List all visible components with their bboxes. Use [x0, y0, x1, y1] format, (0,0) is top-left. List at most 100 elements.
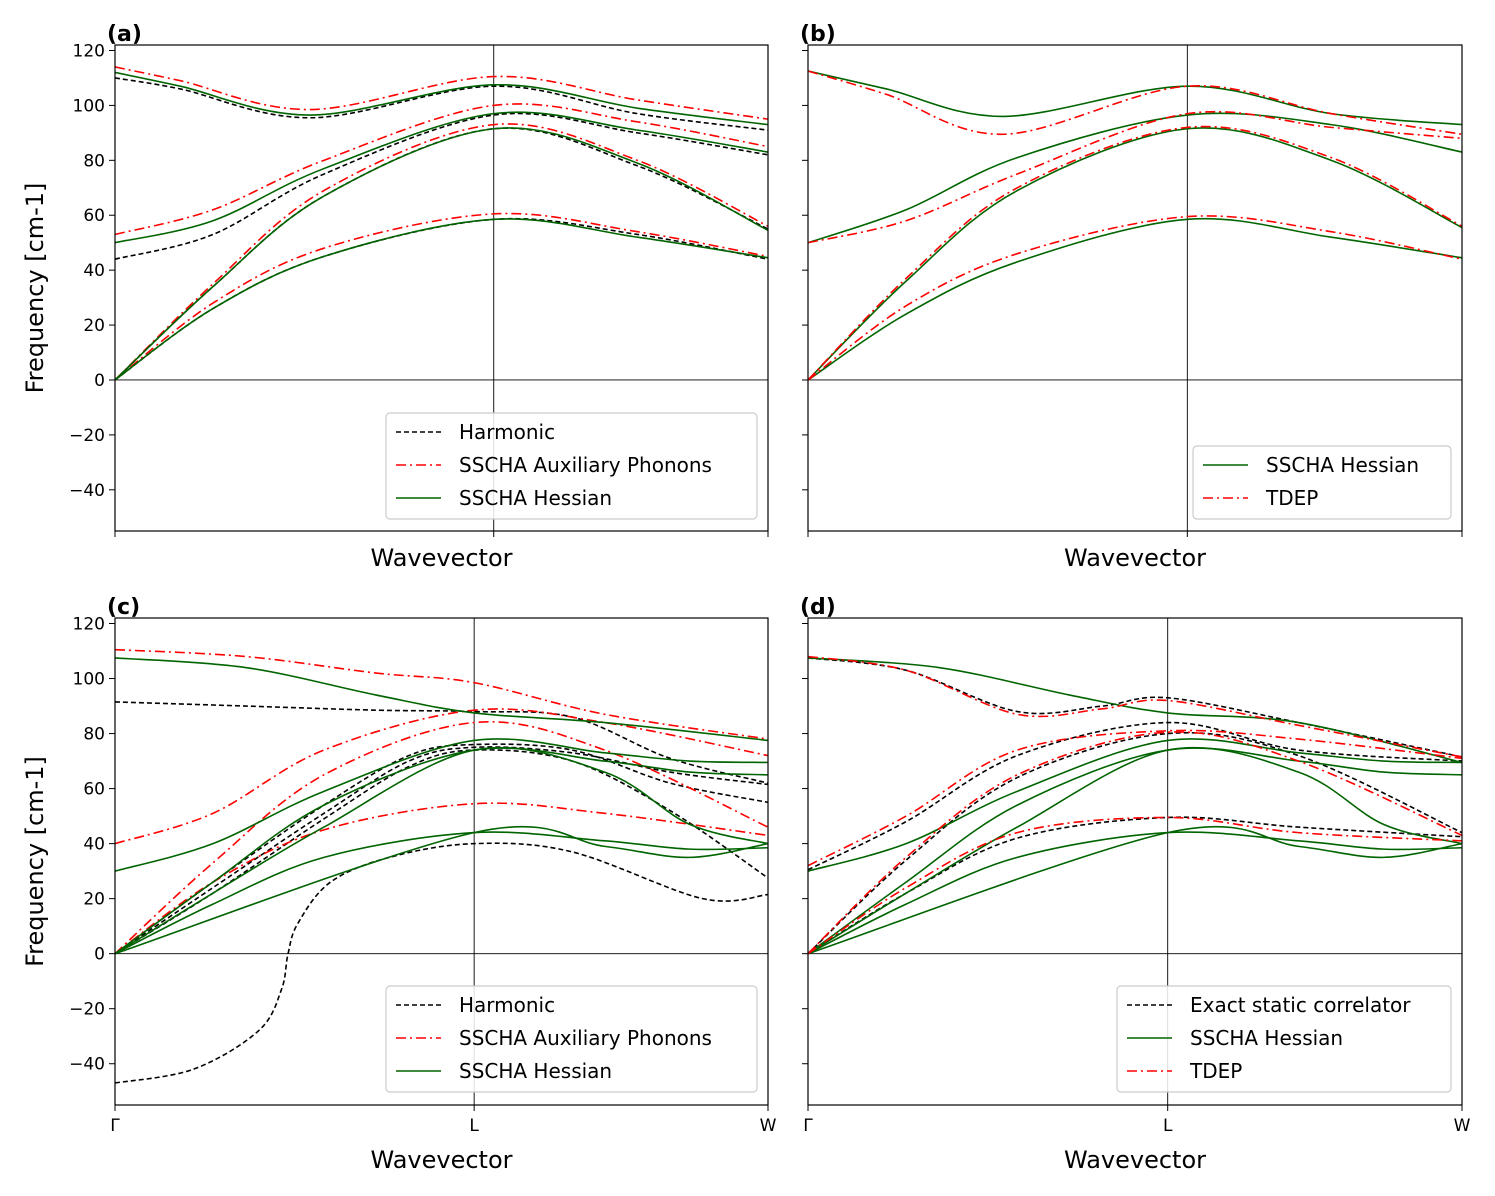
series-line-hessian-0 — [115, 831, 768, 955]
series-line-hessian-1 — [808, 747, 1462, 955]
y-tick-label: 0 — [94, 371, 105, 391]
series-line-aux-1 — [115, 123, 768, 381]
x-tick-label: L — [1163, 1116, 1173, 1136]
y-tick-label: −40 — [69, 481, 105, 501]
panel-label: (a) — [107, 22, 142, 47]
series-line-harmonic-2 — [115, 746, 768, 955]
y-tick-label: 100 — [73, 670, 105, 690]
x-axis-label: Wavevector — [1064, 1146, 1206, 1174]
series-line-hessian-2 — [808, 738, 1462, 872]
y-tick-label: 40 — [83, 835, 105, 855]
legend-box — [1192, 445, 1452, 520]
legend-label: Harmonic — [459, 420, 555, 444]
series-line-aux-0 — [115, 212, 768, 381]
legend: Harmonic SSCHA Auxiliary Phonons SSCHA Hes… — [385, 985, 758, 1093]
series-line-hessian-0 — [115, 218, 768, 381]
series-line-hessian-1 — [115, 747, 768, 955]
y-tick-label: 0 — [94, 945, 105, 965]
x-axis-label: Wavevector — [371, 544, 513, 572]
legend-label: SSCHA Hessian — [459, 1059, 612, 1083]
legend-label: TDEP — [1265, 486, 1318, 510]
series-line-hessian-4 — [115, 825, 768, 955]
y-tick-label: 100 — [73, 96, 105, 116]
panel-3: Γ L W Wavevector (d) Exact static correlator S… — [800, 595, 1471, 1174]
legend-box — [385, 412, 758, 520]
series-line-hessian-5 — [115, 657, 768, 742]
x-tick-label: W — [760, 1116, 777, 1136]
panel-label: (c) — [107, 595, 140, 620]
series-line-tdep-2 — [808, 729, 1462, 867]
y-tick-label: 40 — [83, 261, 105, 281]
legend-label: SSCHA Hessian — [1190, 1026, 1343, 1050]
panel-label: (b) — [800, 22, 836, 47]
series-line-aux-2 — [115, 708, 768, 845]
series-line-aux-2 — [115, 103, 768, 236]
series-line-tdep-0 — [808, 816, 1462, 955]
plot-frame — [114, 617, 769, 1106]
curves — [115, 66, 768, 381]
series-line-hessian-2 — [808, 112, 1462, 244]
y-tick-label: −20 — [69, 1000, 105, 1020]
x-tick-label: L — [469, 1116, 479, 1136]
legend-label: Harmonic — [459, 993, 555, 1017]
series-line-harmonic-0 — [808, 816, 1462, 955]
series-line-hessian-2 — [115, 111, 768, 244]
series-line-harmonic-3 — [808, 657, 1462, 758]
series-line-harmonic-1 — [115, 127, 768, 381]
series-line-harmonic-4 — [115, 701, 768, 784]
x-axis-label: Wavevector — [371, 1146, 513, 1174]
x-tick-label: W — [1454, 1116, 1471, 1136]
legend-label: SSCHA Hessian — [1266, 453, 1419, 477]
series-line-harmonic-0 — [115, 217, 768, 381]
series-line-tdep-1 — [808, 731, 1462, 955]
curves — [808, 70, 1462, 381]
legend-box — [385, 985, 758, 1093]
plot-frame — [807, 44, 1463, 532]
panel-label: (d) — [800, 595, 836, 620]
series-line-tdep-3 — [808, 655, 1462, 758]
y-axis-label: Frequency [cm-1] — [21, 756, 49, 967]
legend: Exact static correlator SSCHA Hessian TDEP — [1116, 985, 1452, 1093]
series-line-harmonic-0 — [115, 842, 768, 1084]
series-line-hessian-0 — [808, 217, 1462, 381]
series-line-tdep-0 — [808, 215, 1462, 381]
series-line-tdep-3 — [808, 70, 1462, 136]
series-line-tdep-2 — [808, 110, 1462, 244]
series-line-aux-0 — [115, 802, 768, 955]
series-line-harmonic-1 — [808, 731, 1462, 955]
series-line-hessian-3 — [808, 746, 1462, 955]
panel-1: Wavevector (b) SSCHA Hessian TDEP — [800, 22, 1463, 572]
y-tick-label: 80 — [83, 725, 105, 745]
series-line-aux-3 — [115, 66, 768, 120]
y-axis-label: Frequency [cm-1] — [21, 183, 49, 394]
y-tick-label: −20 — [69, 426, 105, 446]
series-line-harmonic-3 — [115, 743, 768, 955]
series-line-hessian-3 — [115, 746, 768, 955]
series-line-hessian-1 — [808, 127, 1462, 381]
x-axis-label: Wavevector — [1064, 544, 1206, 572]
legend: Harmonic SSCHA Auxiliary Phonons SSCHA Hes… — [385, 412, 758, 520]
y-tick-label: 60 — [83, 206, 105, 226]
curves — [115, 648, 768, 1084]
y-tick-label: 120 — [73, 615, 105, 635]
x-tick-label: Γ — [803, 1116, 813, 1136]
series-line-aux-1 — [115, 721, 768, 955]
legend-box — [1116, 985, 1452, 1093]
plot-frame — [114, 44, 769, 532]
legend: SSCHA Hessian TDEP — [1192, 445, 1452, 520]
y-tick-label: 60 — [83, 780, 105, 800]
curves — [808, 655, 1462, 955]
series-line-hessian-0 — [808, 831, 1462, 955]
y-tick-label: 20 — [83, 890, 105, 910]
y-tick-label: 80 — [83, 151, 105, 171]
series-line-hessian-5 — [808, 657, 1462, 764]
series-line-hessian-1 — [115, 127, 768, 381]
plot-frame — [807, 617, 1463, 1106]
legend-label: TDEP — [1189, 1059, 1242, 1083]
series-line-harmonic-3 — [115, 77, 768, 131]
panel-0: −40 −20 0 20 40 60 80 100 120 Wavevector Frequency… — [21, 22, 769, 572]
legend-label: SSCHA Hessian — [459, 486, 612, 510]
series-line-aux-3 — [115, 648, 768, 740]
panel-2: −40 −20 0 20 40 60 80 100 120 Γ L W Wavevector Freque… — [21, 595, 777, 1174]
